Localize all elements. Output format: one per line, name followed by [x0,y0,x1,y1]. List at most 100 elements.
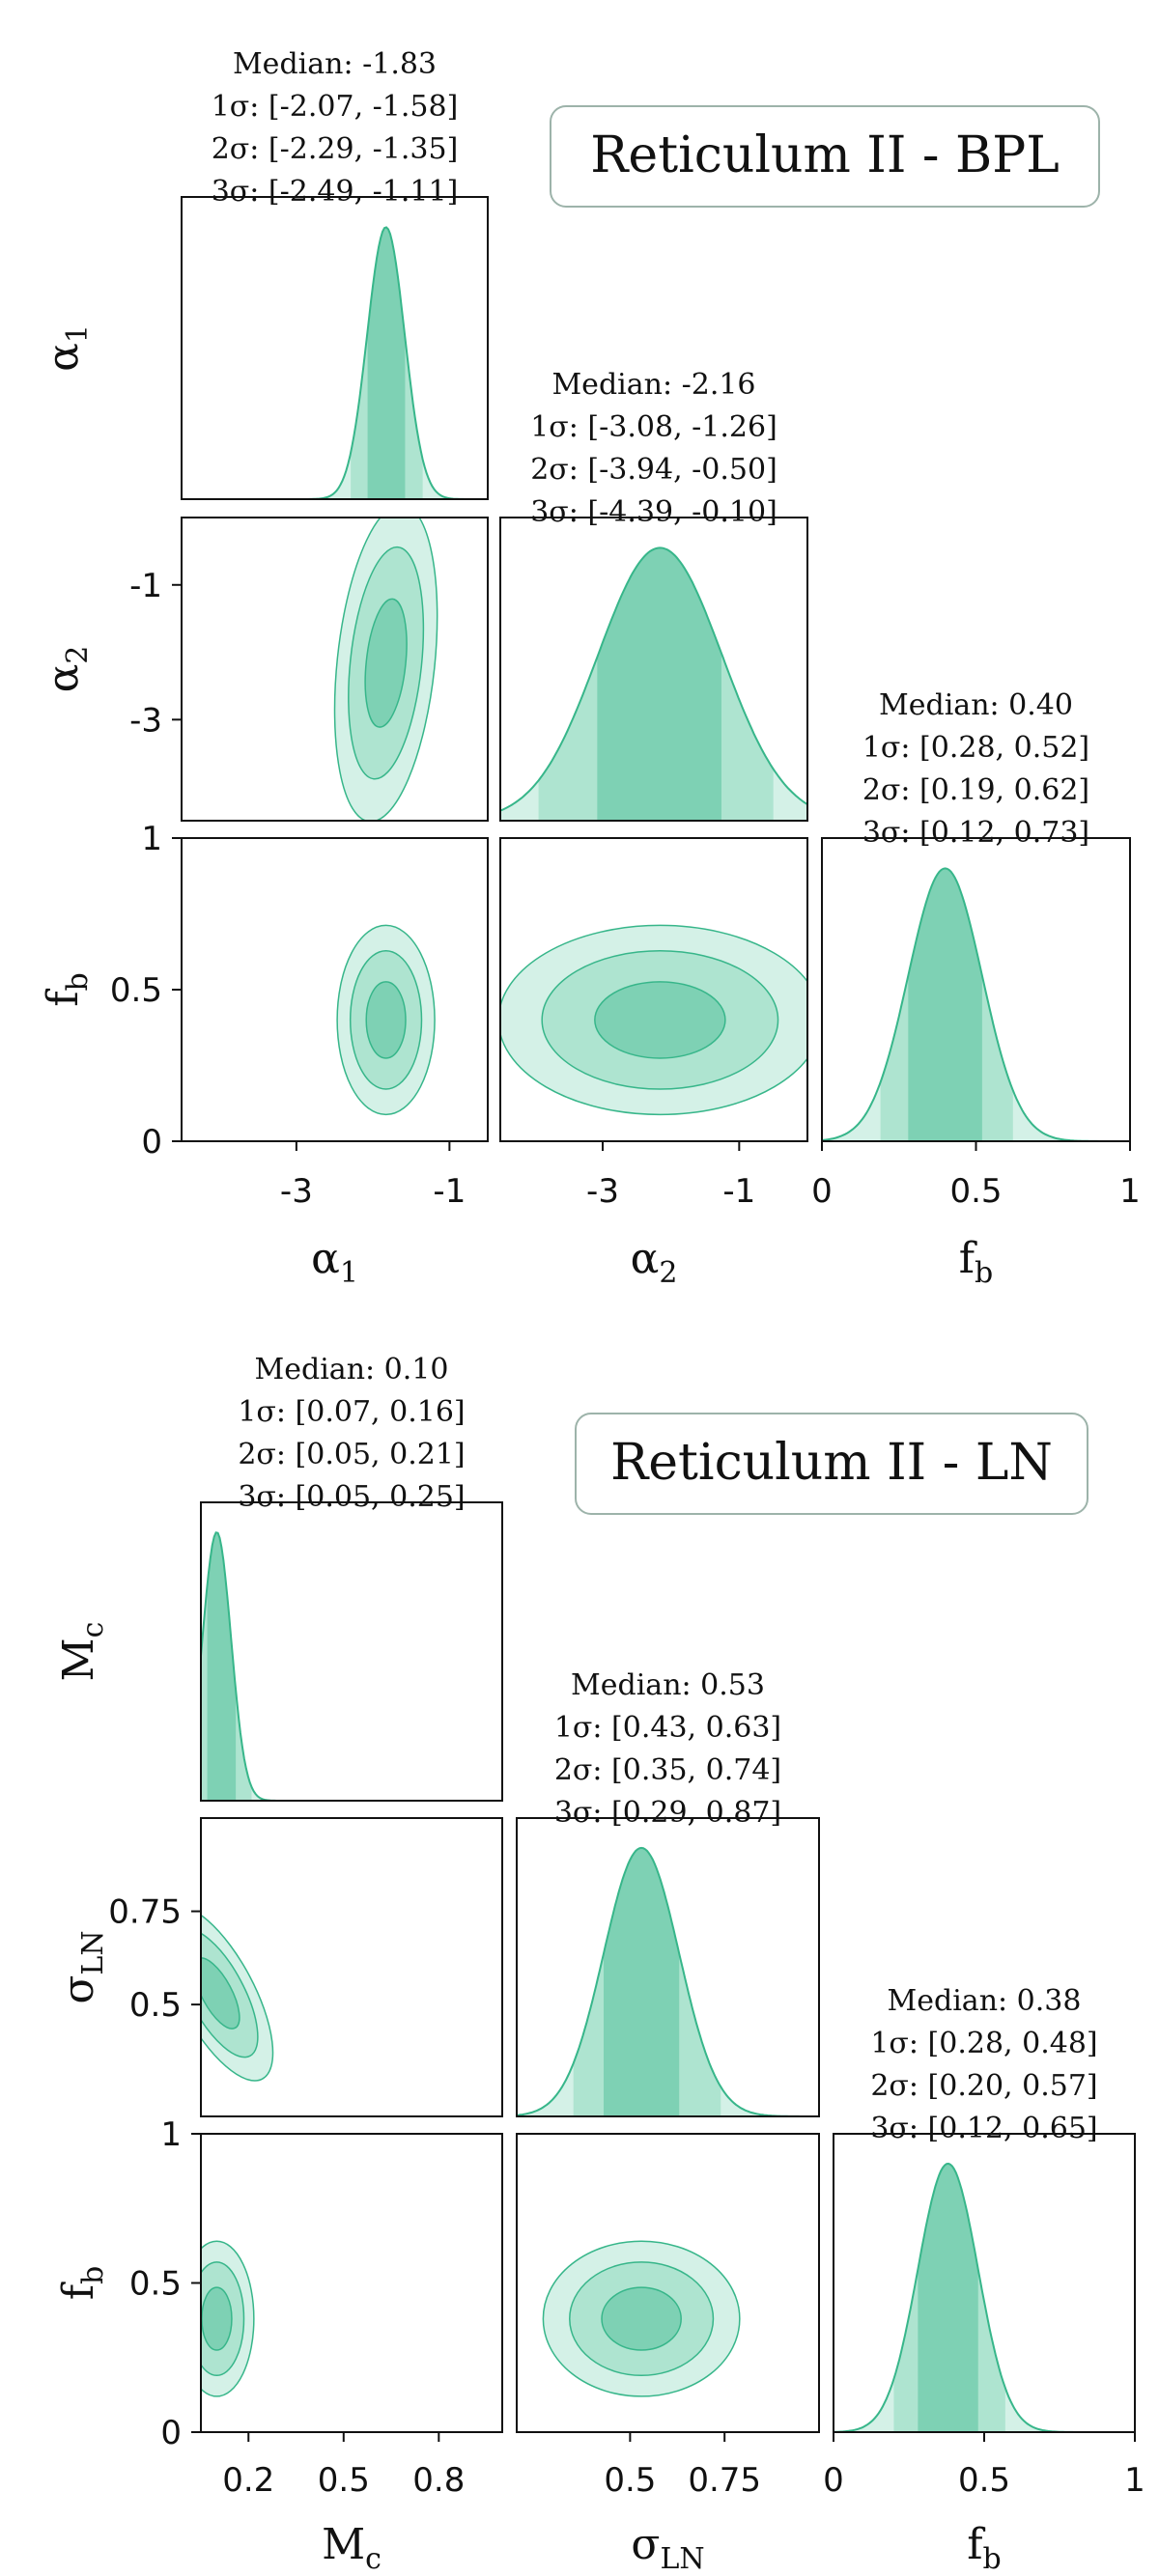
x-tick-label-alpha2: -1 [722,1172,755,1211]
panel-Mc-Mc: Median: 0.10 1σ: [0.07, 0.16] 2σ: [0.05, 0… [200,1353,503,1802]
marginal-band-sigma1-fb [908,868,982,1141]
stat-s3-fb: 3σ: [0.12, 0.65] [870,2112,1097,2145]
stat-s3-alpha2: 3σ: [-4.39, -0.10] [530,495,777,529]
svg-text:fb: fb [54,2266,110,2301]
x-tick-label-sigmaLN: 0.5 [604,2461,656,2500]
panel-frame [499,837,808,1142]
y-tick-label-alpha2: -3 [129,701,162,740]
marginal-line-Mc [201,1531,502,1801]
panel-frame [181,517,489,822]
y-tick-label-sigmaLN: 0.75 [108,1893,182,1932]
corner-plot-2: Reticulum II - LN Median: 0.10 1σ: [0.07, … [54,1353,1145,2576]
y-tick-label-fb: 0.5 [129,2265,182,2304]
stat-s2-fb: 2σ: [0.20, 0.57] [870,2069,1097,2103]
y-axis-label-alpha2: α2 [39,646,95,693]
y-axis-label-sigmaLN: σLN [54,1930,110,2003]
panel-frame [200,1501,503,1802]
stat-median-alpha2: Median: -2.16 [551,368,755,402]
x-tick-label-sigmaLN: 0.75 [688,2461,761,2500]
y-tick-label-fb: 0 [141,1123,162,1162]
marginal-band-sigma1-alpha1 [367,227,406,499]
panel-frame [499,517,808,822]
svg-text:σLN: σLN [631,2520,704,2576]
svg-text:fb: fb [39,972,95,1007]
x-tick-label-fb: 0.5 [949,1172,1002,1211]
stat-s3-Mc: 3σ: [0.05, 0.25] [238,1480,465,1514]
stat-s2-sigmaLN: 2σ: [0.35, 0.74] [554,1753,781,1787]
panel-alpha2-alpha1: -3 -1 [129,517,489,822]
x-tick-label-Mc: 0.5 [318,2461,370,2500]
corner-plot-1: Reticulum II - BPL Median: -1.83 1σ: [-2.0… [39,47,1141,1290]
marginal-line-fb [834,2162,1135,2432]
marginal-density-Mc [201,1532,502,1801]
x-axis-label-Mc: Mc [322,2520,382,2576]
x-tick-label-alpha1: -1 [433,1172,466,1211]
contour-sigma1-Mc-sigmaLN [201,1957,240,2030]
marginal-band-sigma2-alpha1 [351,227,423,499]
svg-text:α2: α2 [39,646,95,693]
x-tick-label-Mc: 0.2 [222,2461,274,2500]
x-tick-label-fb: 1 [1124,2461,1145,2500]
stat-median-sigmaLN: Median: 0.53 [571,1668,765,1702]
x-axis-label-alpha1: α1 [311,1234,358,1290]
stat-s1-Mc: 1σ: [0.07, 0.16] [238,1395,465,1429]
x-axis-label-sigmaLN: σLN [631,2520,704,2576]
x-tick-label-fb: 1 [1119,1172,1141,1211]
marginal-line-alpha1 [182,226,488,499]
y-tick-label-fb: 0 [160,2414,182,2452]
title-box [575,1413,1088,1515]
svg-text:α2: α2 [631,1234,678,1290]
stat-s1-fb: 1σ: [0.28, 0.48] [870,2027,1097,2060]
stat-median-alpha1: Median: -1.83 [233,47,437,81]
stat-s1-fb: 1σ: [0.28, 0.52] [862,731,1089,765]
chart-title: Reticulum II - LN [610,1434,1053,1492]
y-axis-label-alpha1: α1 [39,324,95,372]
x-tick-label-fb: 0.5 [958,2461,1010,2500]
x-tick-label-fb: 0 [811,1172,833,1211]
marginal-band-sigma1-fb [918,2163,978,2432]
y-axis-label-fb: fb [54,2266,110,2301]
marginal-band-sigma1-Mc [207,1532,237,1801]
panel-frame [181,837,489,1142]
stat-s2-alpha1: 2σ: [-2.29, -1.35] [212,132,459,166]
marginal-line-alpha2 [500,546,807,812]
svg-text:Mc: Mc [54,1622,110,1682]
stat-s2-alpha2: 2σ: [-3.94, -0.50] [530,453,777,487]
y-axis-label-Mc: Mc [54,1622,110,1682]
y-tick-label-sigmaLN: 0.5 [129,1986,182,2025]
y-tick-label-alpha2: -1 [129,567,162,605]
panel-frame [181,196,489,500]
x-tick-label-fb: 0 [823,2461,844,2500]
panel-alpha1-alpha1: Median: -1.83 1σ: [-2.07, -1.58] 2σ: [-2.2… [181,47,489,500]
contour-sigma1-Mc-fb [201,2286,233,2351]
stat-s3-sigmaLN: 3σ: [0.29, 0.87] [554,1796,781,1830]
panel-fb-fb: Median: 0.40 1σ: [0.28, 0.52] 2σ: [0.19, 0… [811,688,1141,1211]
stat-s3-alpha1: 3σ: [-2.49, -1.11] [212,175,459,209]
contour-sigma1-sigmaLN-fb [601,2286,682,2351]
marginal-density-alpha1 [182,227,488,499]
stat-s2-Mc: 2σ: [0.05, 0.21] [238,1438,465,1471]
stat-median-fb: Median: 0.38 [888,1984,1082,2018]
panel-sigmaLN-sigmaLN: Median: 0.53 1σ: [0.43, 0.63] 2σ: [0.35, 0… [516,1668,820,2117]
stat-median-fb: Median: 0.40 [879,688,1073,722]
svg-text:α1: α1 [39,324,95,372]
panel-fb-alpha1: 0 0.5 1 -3 -1 [110,820,489,1211]
stat-s1-sigmaLN: 1σ: [0.43, 0.63] [554,1711,781,1745]
panel-frame [516,1817,820,2117]
stat-s3-fb: 3σ: [0.12, 0.73] [862,816,1089,850]
panel-frame [200,1817,503,2117]
contour-sigma1-alpha1-fb [365,981,407,1059]
y-tick-label-fb: 1 [141,820,162,858]
panel-fb-Mc: 0 0.5 1 0.2 0.5 0.8 [129,2115,503,2500]
panel-fb-sigmaLN: 0.5 0.75 [516,2133,820,2500]
stat-s1-alpha1: 1σ: [-2.07, -1.58] [212,90,459,124]
panel-sigmaLN-Mc: 0.5 0.75 [108,1817,503,2117]
contour-sigma1-alpha2-fb [594,981,726,1059]
stat-median-Mc: Median: 0.10 [255,1353,449,1386]
marginal-band-sigma3-Mc [201,1532,265,1801]
x-axis-label-fb: fb [967,2520,1002,2576]
x-tick-label-alpha2: -3 [586,1172,619,1211]
x-axis-label-fb: fb [959,1234,994,1290]
y-tick-label-fb: 1 [160,2115,182,2154]
